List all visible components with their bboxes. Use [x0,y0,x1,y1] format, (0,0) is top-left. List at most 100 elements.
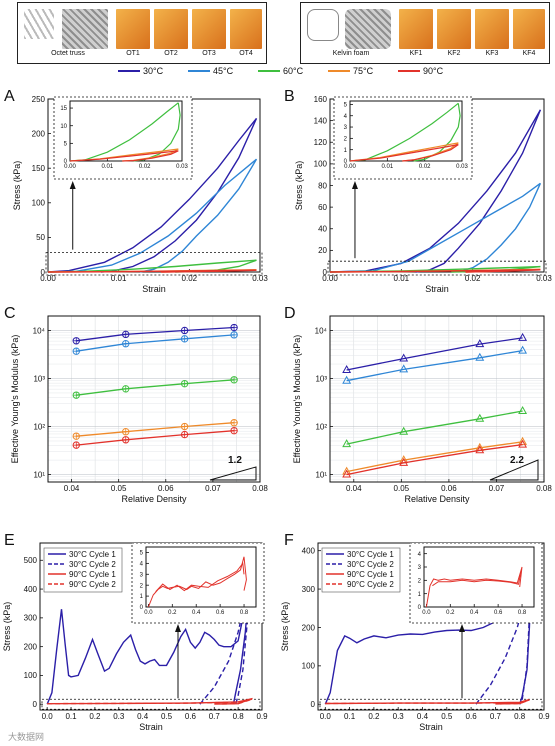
ot3-image [192,9,226,49]
inset-y-tick-label: 4 [140,561,144,567]
y-tick-label: 20 [318,246,327,255]
series-unload-90°C [465,269,541,273]
kf2-label: KF2 [447,50,461,57]
data-point-45°C [475,352,485,361]
legend-swatch [398,70,420,72]
x-tick-label: 0.6 [185,712,197,721]
slope-label: 2.2 [510,455,524,466]
y-axis-label: Stress (kPa) [280,602,290,652]
inset-x-tick-label: 0.03 [176,164,188,170]
x-tick-label: 0.08 [252,484,268,493]
x-tick-label: 0.8 [233,712,245,721]
x-tick-label: 0.1 [65,712,77,721]
zoom-region-box [327,260,547,276]
x-tick-label: 0.07 [205,484,221,493]
inset-x-tick-label: 0.00 [344,164,356,170]
inset-series-line-90°C Cycle 2 [155,562,245,593]
inset-series-line-90°C [349,144,459,162]
y-axis-label: Stress (kPa) [2,602,12,652]
zoom-arrow-head [459,624,465,632]
x-tick-label: 0.0 [320,712,332,721]
inset-x-tick-label: 0.4 [192,610,201,616]
fit-line-30°C [346,337,523,371]
inset-series-line-90°C [69,150,179,162]
inset-y-tick-label: 4 [418,552,422,558]
kf4-label: KF4 [522,50,536,57]
x-tick-label: 0.5 [441,712,453,721]
series-line-30°C Cycle 2 [475,565,533,705]
kf3-image [475,9,509,49]
y-tick-label: 150 [32,164,46,173]
x-tick-label: 0.03 [536,274,552,283]
inset-series-line-90°C Cycle 2 [432,572,522,587]
data-point-45°C [342,375,352,384]
x-tick-label: 0.01 [394,274,410,283]
inset-x-tick-label: 0.0 [422,610,431,616]
legend-label: 30°C [143,66,164,76]
ot1-image [116,9,150,49]
y-tick-label: 140 [314,116,328,125]
y-tick-label: 10⁴ [315,326,328,335]
inset-x-tick-label: 0.2 [168,610,177,616]
zoom-region-box [41,698,261,710]
inset-series-line-90°C Cycle 1 [425,566,523,608]
inset-series-unload-60°C [413,103,461,162]
data-point-45°C [399,364,409,373]
kf3-label: KF3 [485,50,499,57]
x-tick-label: 0.3 [113,712,125,721]
y-tick-label: 120 [314,138,328,147]
cycle-legend-label: 30°C Cycle 1 [69,550,116,559]
kelvin-main-label: Kelvin foam [332,50,370,57]
y-tick-label: 0 [311,700,316,709]
panel-letter: C [4,305,16,322]
inset-y-tick-label: 10 [60,124,67,130]
data-point-75°C [518,436,528,445]
x-axis-label: Strain [139,722,163,732]
y-tick-label: 100 [314,160,328,169]
inset-x-tick-label: 0.6 [216,610,225,616]
fit-line-45°C [76,334,235,352]
x-tick-label: 0.7 [490,712,502,721]
kelvin-lattice-image [345,9,391,49]
inset-y-tick-label: 5 [344,102,348,108]
temperature-legend: 30°C 45°C 60°C 75°C 90°C [0,66,555,80]
slope-triangle [489,459,539,481]
kf4-image [513,9,545,49]
x-axis-label: Strain [425,284,449,294]
x-tick-label: 0.6 [466,712,478,721]
panel-letter: E [4,532,15,549]
x-axis-label: Relative Density [121,494,187,504]
y-tick-label: 100 [24,671,38,680]
series-line-30°C [329,109,542,273]
panel-letter: A [4,88,15,105]
zoom-region-box [45,252,263,276]
inset-y-tick-label: 0 [140,605,144,611]
inset-y-tick-label: 1 [418,592,422,598]
fit-line-60°C [76,379,235,396]
y-tick-label: 300 [302,585,316,594]
series-line-90°C Cycle 1 [325,698,530,705]
zoom-arrow-head [351,181,358,189]
panel-letter: D [284,305,296,322]
inset-x-tick-label: 0.02 [419,164,431,170]
x-tick-label: 0.06 [441,484,457,493]
octet-photo-panel: Octet truss OT1 OT2 OT3 OT4 [17,2,267,64]
inset-y-tick-label: 0 [344,159,348,165]
inset-x-tick-label: 0.8 [240,610,249,616]
legend-item-30: 30°C [118,66,163,76]
x-tick-label: 0.8 [514,712,526,721]
series-line-90°C [329,269,541,273]
x-tick-label: 0.07 [489,484,505,493]
ot3-label: OT3 [202,50,216,57]
y-axis-label: Effective Young's Modulus (kPa) [292,335,302,464]
inset-y-tick-label: 15 [60,106,67,112]
y-tick-label: 0 [33,700,38,709]
y-tick-label: 40 [318,225,327,234]
zoom-arrow-head [175,624,181,632]
y-tick-label: 300 [24,614,38,623]
legend-swatch [258,70,280,72]
inset-y-tick-label: 3 [140,572,144,578]
inset-x-tick-label: 0.03 [456,164,468,170]
series-line-90°C Cycle 2 [325,699,530,705]
